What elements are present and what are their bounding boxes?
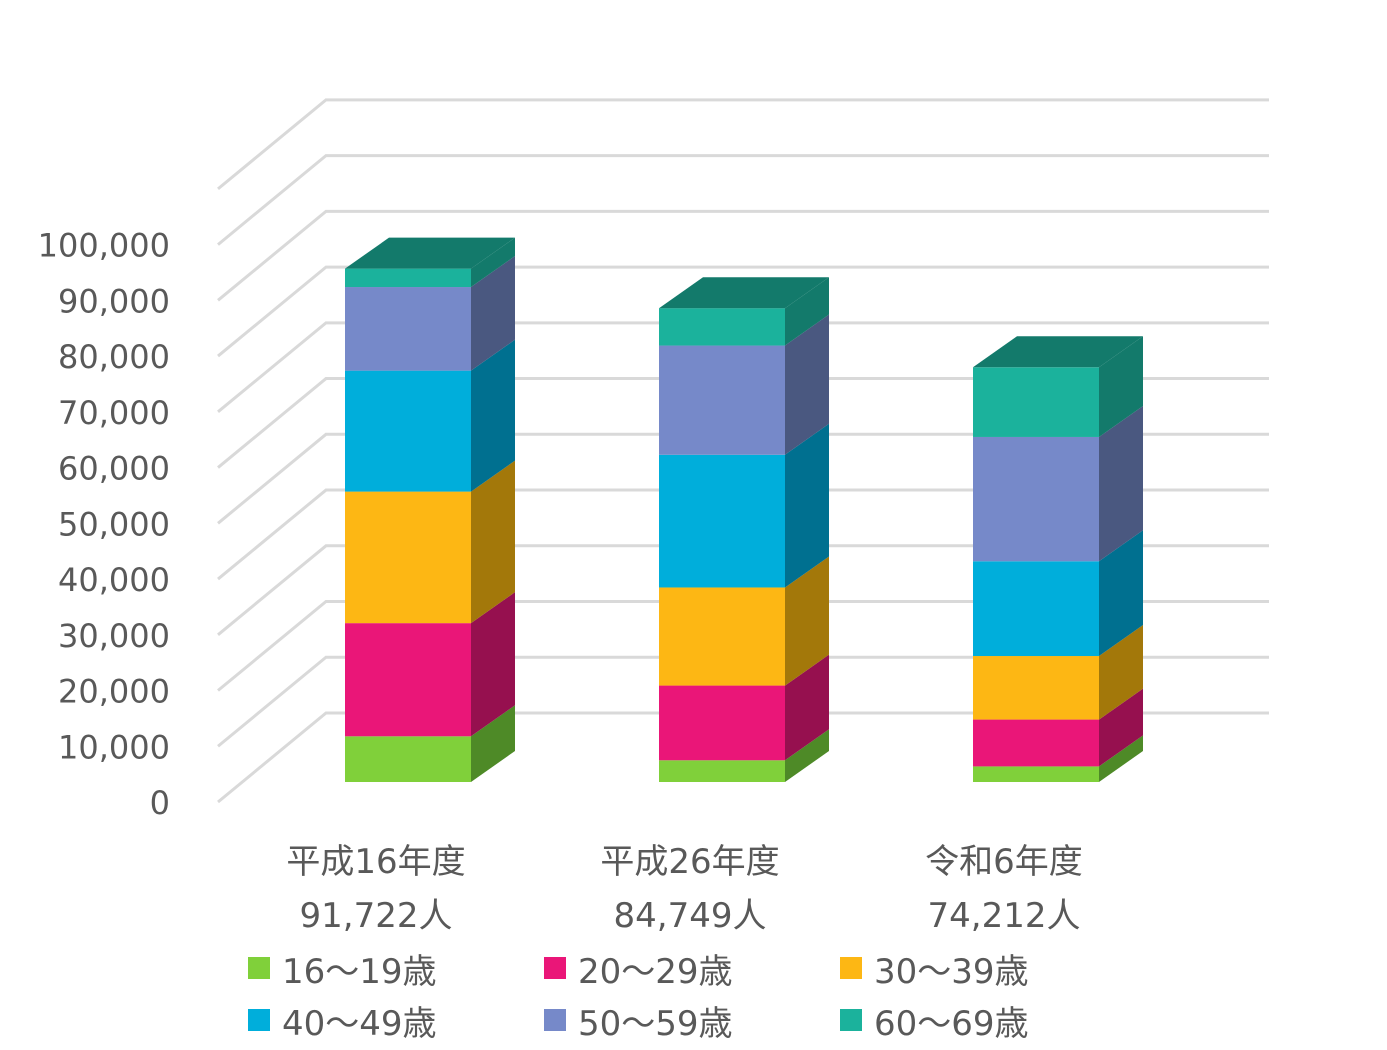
legend-label: 30〜39歳 [874,951,1029,992]
gridlines [217,98,1269,804]
legend-label: 50〜59歳 [578,1003,733,1044]
bar-segment-side [785,556,829,686]
bar-segment [345,491,471,624]
category-total: 84,749人 [613,896,767,936]
category-year: 平成16年度 [286,842,466,882]
legend-item: 16〜19歳 [248,945,437,992]
legend-swatch [248,1009,270,1031]
gridline [217,321,1269,413]
legend-item: 20〜29歳 [544,945,733,992]
bar-segment [973,367,1099,437]
bars [345,237,1143,782]
category-label: 令和6年度 74,212人 [854,835,1154,943]
y-tick-label: 30,000 [58,617,170,655]
bar-top [345,237,515,269]
gridline [217,265,1269,358]
bar-segment [973,719,1099,767]
bar-segment-side [1099,405,1143,562]
bar-segment [973,656,1099,720]
y-tick-label: 20,000 [58,673,170,711]
legend-item: 50〜59歳 [544,997,733,1044]
bar-segment [345,370,471,492]
bar-segment [345,736,471,782]
bar-segment-side [785,277,829,346]
y-tick-label: 70,000 [58,394,170,432]
gridline [217,432,1269,525]
y-tick-label: 40,000 [58,561,170,599]
legend-label: 16〜19歳 [282,951,437,992]
gridline [217,544,1269,636]
gridline [217,488,1269,581]
bar-top [659,277,829,309]
bar-segment [659,345,785,455]
category-label: 平成26年度 84,749人 [540,835,840,943]
gridline [217,209,1269,302]
y-tick-label: 100,000 [38,227,170,265]
bar-segment-side [471,237,515,288]
legend-item: 30〜39歳 [840,945,1029,992]
bar-segment-side [785,423,829,588]
y-axis-tick-labels: 0 10,000 20,000 30,000 40,000 50,000 60,000 70,… [38,227,170,822]
legend-item: 60〜69歳 [840,997,1029,1044]
bar-segment-side [471,256,515,371]
bar-segment-side [785,729,829,782]
bar-segment [659,760,785,782]
bar-segment [973,561,1099,657]
gridline [217,98,1269,191]
bar-segment [659,685,785,761]
category-year: 令和6年度 [925,842,1083,882]
gridline [217,154,1269,246]
bar-segment [973,436,1099,562]
bar-segment [345,268,471,288]
bar-segment [659,454,785,588]
category-year: 平成26年度 [600,842,780,882]
legend-label: 20〜29歳 [578,951,733,992]
category-total: 91,722人 [299,896,453,936]
bar-segment [659,308,785,346]
legend-swatch [544,1009,566,1031]
bar-segment-side [471,339,515,492]
y-tick-label: 60,000 [58,450,170,488]
legend-swatch [840,957,862,979]
legend-swatch [248,957,270,979]
bar-segment-side [1099,336,1143,437]
legend-swatch [840,1009,862,1031]
bar-segment [659,587,785,686]
bar-segment [973,766,1099,782]
legend-swatch [544,957,566,979]
legend-label: 60〜69歳 [874,1003,1029,1044]
bar-segment [345,287,471,371]
bar-segment-side [471,460,515,624]
legend-item: 40〜49歳 [248,997,437,1044]
bar-segment-side [471,592,515,737]
y-tick-label: 80,000 [58,338,170,376]
y-tick-label: 10,000 [58,728,170,766]
bar-segment-side [471,705,515,782]
y-tick-label: 0 [150,784,170,822]
bar-segment-side [785,654,829,761]
gridline [217,377,1269,469]
legend-label: 40〜49歳 [282,1003,437,1044]
bar-segment [345,623,471,737]
bar-segment-side [785,314,829,455]
bar-segment-side [1099,688,1143,767]
bar-segment-side [1099,625,1143,720]
category-total: 74,212人 [927,896,1081,936]
bar-segment-side [1099,530,1143,657]
bar-top [973,336,1143,368]
gridline [217,655,1269,748]
y-tick-label: 90,000 [58,282,170,320]
gridline [217,711,1269,804]
category-label: 平成16年度 91,722人 [226,835,526,943]
y-tick-label: 50,000 [58,505,170,543]
bar-segment-side [1099,735,1143,782]
gridline [217,600,1269,692]
